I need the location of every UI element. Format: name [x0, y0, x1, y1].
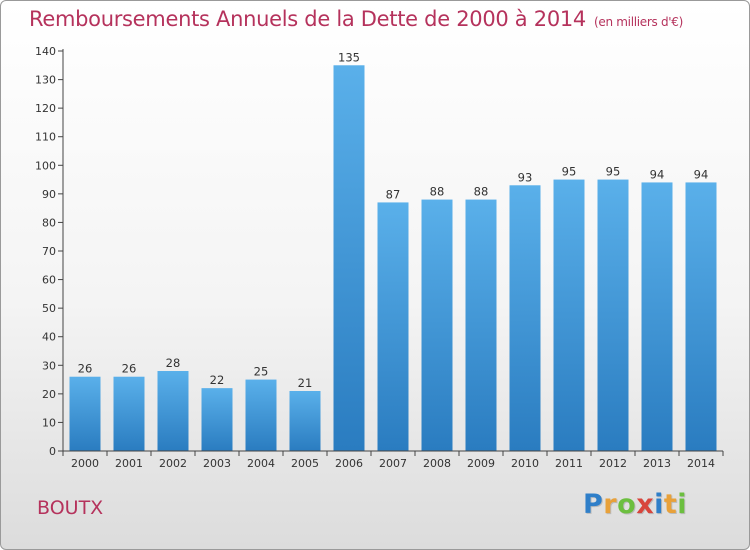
y-tick-label: 100	[35, 159, 56, 172]
bar-value-label: 95	[606, 165, 621, 179]
bar	[641, 182, 673, 451]
x-tick-label: 2012	[599, 457, 627, 470]
bar-value-label: 22	[210, 373, 225, 387]
bar-value-label: 94	[650, 167, 665, 181]
x-tick-label: 2002	[159, 457, 187, 470]
logo-letter: t	[663, 489, 678, 520]
y-tick-label: 140	[35, 45, 56, 58]
bar-value-label: 87	[386, 187, 401, 201]
bar	[553, 179, 585, 452]
x-tick-label: 2014	[687, 457, 715, 470]
x-tick-label: 2000	[71, 457, 99, 470]
y-tick-label: 40	[42, 331, 56, 344]
x-tick-label: 2003	[203, 457, 231, 470]
bar	[201, 388, 233, 451]
commune-name: BOUTX	[37, 497, 104, 519]
bar	[465, 199, 497, 451]
bar-value-label: 28	[166, 356, 181, 370]
x-tick-label: 2011	[555, 457, 583, 470]
bar	[509, 185, 541, 452]
logo-letter: x	[636, 489, 655, 520]
bar-value-label: 95	[562, 165, 577, 179]
bar-value-label: 88	[474, 185, 489, 199]
bar-value-label: 94	[694, 167, 709, 181]
bar	[245, 379, 277, 451]
y-tick-label: 50	[42, 302, 56, 315]
chart-title-text: Remboursements Annuels de la Dette de 20…	[29, 7, 586, 31]
x-tick-label: 2005	[291, 457, 319, 470]
bar	[377, 202, 409, 451]
x-tick-label: 2009	[467, 457, 495, 470]
y-tick-label: 80	[42, 216, 56, 229]
bar-value-label: 25	[254, 365, 269, 379]
logo-letter: i	[654, 489, 664, 520]
x-tick-label: 2007	[379, 457, 407, 470]
proxiti-logo: Proxiti	[583, 489, 687, 520]
x-tick-label: 2008	[423, 457, 451, 470]
bar	[157, 371, 189, 451]
bar	[289, 391, 321, 451]
y-tick-label: 30	[42, 359, 56, 372]
bar-value-label: 26	[122, 362, 137, 376]
bar-value-label: 93	[518, 170, 533, 184]
chart-title: Remboursements Annuels de la Dette de 20…	[29, 7, 683, 31]
y-tick-label: 20	[42, 388, 56, 401]
y-tick-label: 60	[42, 274, 56, 287]
logo-letter: r	[603, 489, 618, 520]
x-tick-label: 2004	[247, 457, 275, 470]
bar	[421, 199, 453, 451]
x-tick-label: 2013	[643, 457, 671, 470]
chart-unit: (en milliers d'€)	[594, 15, 684, 29]
logo-letter: i	[677, 489, 688, 520]
bar	[597, 179, 629, 452]
bar	[685, 182, 717, 451]
y-tick-label: 10	[42, 416, 56, 429]
x-tick-label: 2006	[335, 457, 363, 470]
logo-letter: o	[617, 489, 637, 520]
y-tick-label: 120	[35, 102, 56, 115]
y-tick-label: 90	[42, 188, 56, 201]
y-tick-label: 110	[35, 131, 56, 144]
bar-value-label: 88	[430, 185, 445, 199]
x-tick-label: 2001	[115, 457, 143, 470]
y-tick-label: 0	[49, 445, 56, 458]
bar-value-label: 135	[338, 50, 360, 64]
bar	[69, 376, 101, 451]
logo-letter: P	[583, 489, 604, 520]
bar-value-label: 26	[78, 362, 93, 376]
x-tick-label: 2010	[511, 457, 539, 470]
bar	[113, 376, 145, 451]
y-tick-label: 70	[42, 245, 56, 258]
y-tick-label: 130	[35, 74, 56, 87]
bar	[333, 65, 365, 452]
bar-value-label: 21	[298, 376, 313, 390]
